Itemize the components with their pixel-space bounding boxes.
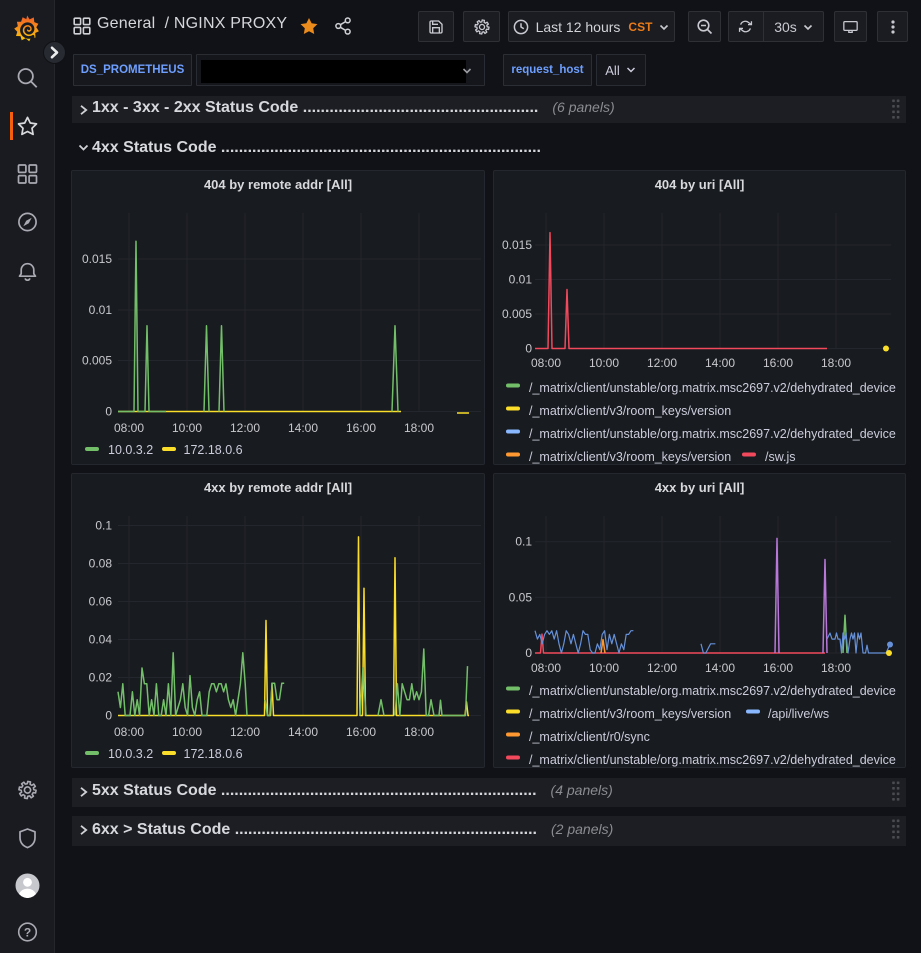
svg-text:10.0.3.2: 10.0.3.2 — [108, 443, 153, 457]
svg-text:/api/live/ws: /api/live/ws — [768, 707, 829, 721]
svg-text:172.18.0.6: 172.18.0.6 — [184, 747, 243, 761]
svg-text:0.1: 0.1 — [95, 519, 112, 533]
svg-text:10:00: 10:00 — [589, 661, 619, 675]
svg-text:0.06: 0.06 — [89, 595, 113, 609]
svg-text:0.01: 0.01 — [89, 303, 113, 317]
svg-text:10:00: 10:00 — [589, 356, 619, 370]
svg-text:0: 0 — [105, 709, 112, 723]
svg-text:08:00: 08:00 — [531, 356, 561, 370]
svg-text:16:00: 16:00 — [346, 421, 376, 435]
svg-text:18:00: 18:00 — [821, 661, 851, 675]
svg-text:/_matrix/client/v3/room_keys/v: /_matrix/client/v3/room_keys/version — [529, 707, 731, 721]
svg-text:?: ? — [24, 925, 31, 939]
svg-text:12:00: 12:00 — [647, 356, 677, 370]
svg-text:14:00: 14:00 — [705, 356, 735, 370]
svg-text:/_matrix/client/v3/room_keys/v: /_matrix/client/v3/room_keys/version — [529, 404, 731, 418]
svg-text:0: 0 — [105, 405, 112, 419]
svg-text:16:00: 16:00 — [763, 356, 793, 370]
svg-text:12:00: 12:00 — [230, 725, 260, 739]
svg-text:/_matrix/client/unstable/org.m: /_matrix/client/unstable/org.matrix.msc2… — [529, 427, 896, 441]
svg-text:10:00: 10:00 — [172, 421, 202, 435]
svg-text:172.18.0.6: 172.18.0.6 — [184, 443, 243, 457]
svg-text:12:00: 12:00 — [647, 661, 677, 675]
svg-text:18:00: 18:00 — [821, 356, 851, 370]
svg-text:14:00: 14:00 — [705, 661, 735, 675]
svg-text:10:00: 10:00 — [172, 725, 202, 739]
svg-text:/_matrix/client/unstable/org.m: /_matrix/client/unstable/org.matrix.msc2… — [529, 684, 896, 698]
svg-text:0.01: 0.01 — [509, 273, 533, 287]
svg-text:/_matrix/client/r0/sync: /_matrix/client/r0/sync — [529, 730, 650, 744]
svg-text:08:00: 08:00 — [114, 725, 144, 739]
svg-text:0.015: 0.015 — [82, 252, 112, 266]
svg-text:0.005: 0.005 — [82, 354, 112, 368]
svg-text:0: 0 — [525, 342, 532, 356]
svg-text:0.005: 0.005 — [502, 307, 532, 321]
svg-text:/_matrix/client/unstable/org.m: /_matrix/client/unstable/org.matrix.msc2… — [529, 753, 896, 767]
svg-text:0.1: 0.1 — [515, 535, 532, 549]
svg-text:/sw.js: /sw.js — [765, 450, 796, 464]
svg-text:16:00: 16:00 — [346, 725, 376, 739]
svg-text:08:00: 08:00 — [531, 661, 561, 675]
svg-text:08:00: 08:00 — [114, 421, 144, 435]
svg-text:0: 0 — [525, 646, 532, 660]
svg-text:0.04: 0.04 — [89, 633, 113, 647]
svg-text:0.08: 0.08 — [89, 557, 113, 571]
svg-text:12:00: 12:00 — [230, 421, 260, 435]
svg-text:0.015: 0.015 — [502, 238, 532, 252]
svg-text:/_matrix/client/v3/room_keys/v: /_matrix/client/v3/room_keys/version — [529, 450, 731, 464]
svg-text:18:00: 18:00 — [404, 725, 434, 739]
svg-text:18:00: 18:00 — [404, 421, 434, 435]
svg-text:14:00: 14:00 — [288, 421, 318, 435]
svg-text:0.05: 0.05 — [509, 590, 533, 604]
svg-text:16:00: 16:00 — [763, 661, 793, 675]
svg-text:14:00: 14:00 — [288, 725, 318, 739]
svg-text:0.02: 0.02 — [89, 671, 113, 685]
svg-text:10.0.3.2: 10.0.3.2 — [108, 747, 153, 761]
svg-text:/_matrix/client/unstable/org.m: /_matrix/client/unstable/org.matrix.msc2… — [529, 381, 896, 395]
